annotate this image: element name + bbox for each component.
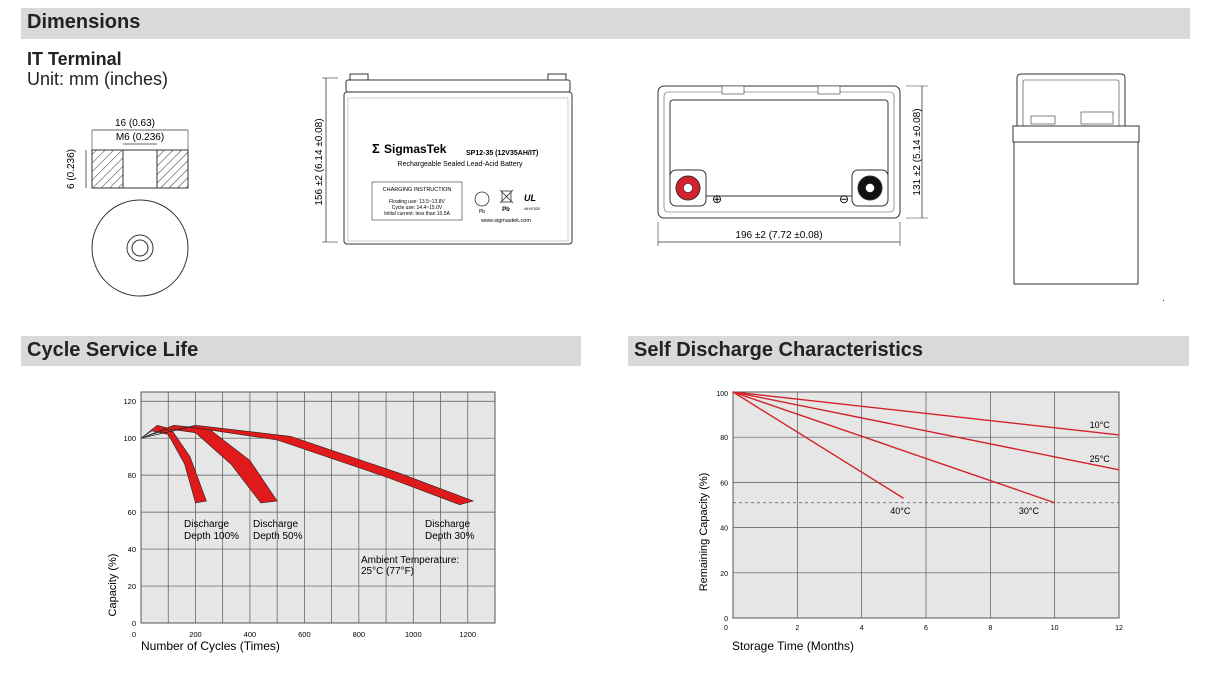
cycle-band-2 — [140, 424, 475, 506]
cycle-life-chart: 0 200 400 600 800 1000 1200 0 20 40 60 80 100 120 Cap… — [107, 391, 496, 653]
cycle-xtick-label: 0 — [132, 630, 136, 639]
sd-ylabel: Remaining Capacity (%) — [698, 473, 710, 592]
terminal-thread-label: M6 (0.236) — [116, 132, 164, 143]
charging-line-2: Cycle use: 14.4~15.0V — [392, 205, 443, 211]
battery-front-view: 156 ±2 (6.14 ±0.08) Σ SigmasTek SP12-35 … — [314, 73, 573, 245]
annotation-d30-line1: Discharge — [425, 519, 470, 530]
sd-series-label: 10°C — [1090, 420, 1111, 430]
annotation-d50-line2: Depth 50% — [253, 531, 303, 542]
cycle-xtick-label: 600 — [298, 630, 311, 639]
sd-xtick-label: 0 — [724, 625, 728, 632]
sd-ytick-label: 60 — [720, 480, 728, 487]
terminal-drawing: 16 (0.63) M6 (0.236) 6 (0.236) — [66, 118, 189, 297]
cycle-xlabel: Number of Cycles (Times) — [141, 639, 280, 653]
cycle-xtick-label: 1000 — [405, 630, 422, 639]
annotation-ambient-line2: 25°C (77°F) — [361, 566, 414, 577]
battery-side-view — [1012, 73, 1164, 301]
cycle-life-header: Cycle Service Life — [21, 336, 581, 366]
pb-label-1: Pb — [479, 209, 485, 215]
top-height-label: 131 ±2 (5.14 ±0.08) — [912, 108, 923, 195]
crossed-bin-icon — [501, 190, 512, 203]
sd-ytick-label: 40 — [720, 526, 728, 533]
annotation-d100-line2: Depth 100% — [184, 531, 239, 542]
sd-xtick-label: 4 — [860, 625, 864, 632]
self-discharge-heading: Self Discharge Characteristics — [634, 339, 924, 361]
charging-line-1: Floating use: 13.5~13.8V — [389, 199, 445, 205]
unit-label: Unit: mm (inches) — [27, 69, 169, 89]
self-discharge-chart: 10°C 25°C 30°C 40°C 0 2 4 6 8 10 12 0 20 40 60 80 100 R… — [698, 391, 1123, 653]
ul-number: MH47828 — [524, 207, 539, 211]
sd-series-label: 25°C — [1090, 454, 1111, 464]
cycle-ytick-label: 20 — [128, 582, 136, 591]
model-label: SP12-35 (12V35AH/IT) — [466, 150, 538, 157]
terminal-title: IT Terminal — [27, 49, 122, 69]
cycle-xtick-label: 1200 — [459, 630, 476, 639]
cycle-xtick-label: 400 — [244, 630, 257, 639]
sd-series-label: 30°C — [1019, 506, 1040, 516]
pb-label-2: Pb — [502, 207, 510, 213]
sd-series-label: 40°C — [890, 506, 911, 516]
battery-description: Rechargeable Sealed Lead-Acid Battery — [398, 161, 523, 168]
self-discharge-header: Self Discharge Characteristics — [628, 336, 1189, 366]
annotation-d50-line1: Discharge — [253, 519, 298, 530]
dimensions-header: Dimensions — [21, 8, 1190, 39]
sd-xtick-label: 10 — [1051, 625, 1059, 632]
charging-title: CHARGING INSTRUCTION — [383, 187, 452, 193]
sd-line-3 — [732, 391, 904, 499]
top-length-label: 196 ±2 (7.72 ±0.08) — [735, 230, 822, 241]
brand-name: SigmasTek — [384, 142, 447, 156]
sd-line-0 — [732, 391, 1120, 436]
annotation-ambient-line1: Ambient Temperature: — [361, 555, 459, 566]
cycle-band-0 — [140, 424, 207, 504]
sd-xtick-label: 8 — [988, 625, 992, 632]
recycle-icon — [474, 191, 490, 207]
sd-xtick-label: 6 — [924, 625, 928, 632]
sd-ytick-label: 100 — [716, 391, 728, 398]
cycle-ytick-label: 0 — [132, 619, 136, 628]
front-height-label: 156 ±2 (6.14 ±0.08) — [314, 118, 325, 205]
ul-mark-icon: UL — [524, 193, 536, 203]
terminal-width-label: 16 (0.63) — [115, 118, 155, 129]
sd-xtick-label: 12 — [1115, 625, 1123, 632]
battery-top-view: ⊕ ⊖ 131 ±2 (5.14 ±0.08) 196 ±2 (7.72 ±0.… — [657, 85, 928, 246]
cycle-xtick-label: 200 — [189, 630, 202, 639]
sd-ytick-label: 0 — [724, 616, 728, 623]
minus-icon: ⊖ — [839, 192, 849, 206]
cycle-life-heading: Cycle Service Life — [27, 339, 199, 361]
sd-xlabel: Storage Time (Months) — [732, 639, 854, 653]
sd-line-1 — [732, 391, 1120, 471]
cycle-ytick-label: 120 — [123, 397, 136, 406]
annotation-d100-line1: Discharge — [184, 519, 229, 530]
cycle-ytick-label: 40 — [128, 545, 136, 554]
dimensions-heading: Dimensions — [27, 11, 141, 33]
cycle-ytick-label: 80 — [128, 471, 136, 480]
cycle-ytick-label: 100 — [123, 434, 136, 443]
charging-line-3: Initial current: less than 10.5A — [384, 211, 451, 217]
cycle-ytick-label: 60 — [128, 508, 136, 517]
sigma-logo-icon: Σ — [372, 141, 380, 156]
plus-icon: ⊕ — [712, 192, 722, 206]
sd-ytick-label: 20 — [720, 571, 728, 578]
website-label: www.sigmastek.com — [480, 218, 531, 224]
annotation-d30-line2: Depth 30% — [425, 531, 475, 542]
cycle-ylabel: Capacity (%) — [107, 554, 119, 617]
sd-xtick-label: 2 — [795, 625, 799, 632]
sd-line-2 — [732, 391, 1055, 504]
sd-ytick-label: 80 — [720, 435, 728, 442]
cycle-xtick-label: 800 — [353, 630, 366, 639]
terminal-height-label: 6 (0.236) — [66, 149, 77, 189]
